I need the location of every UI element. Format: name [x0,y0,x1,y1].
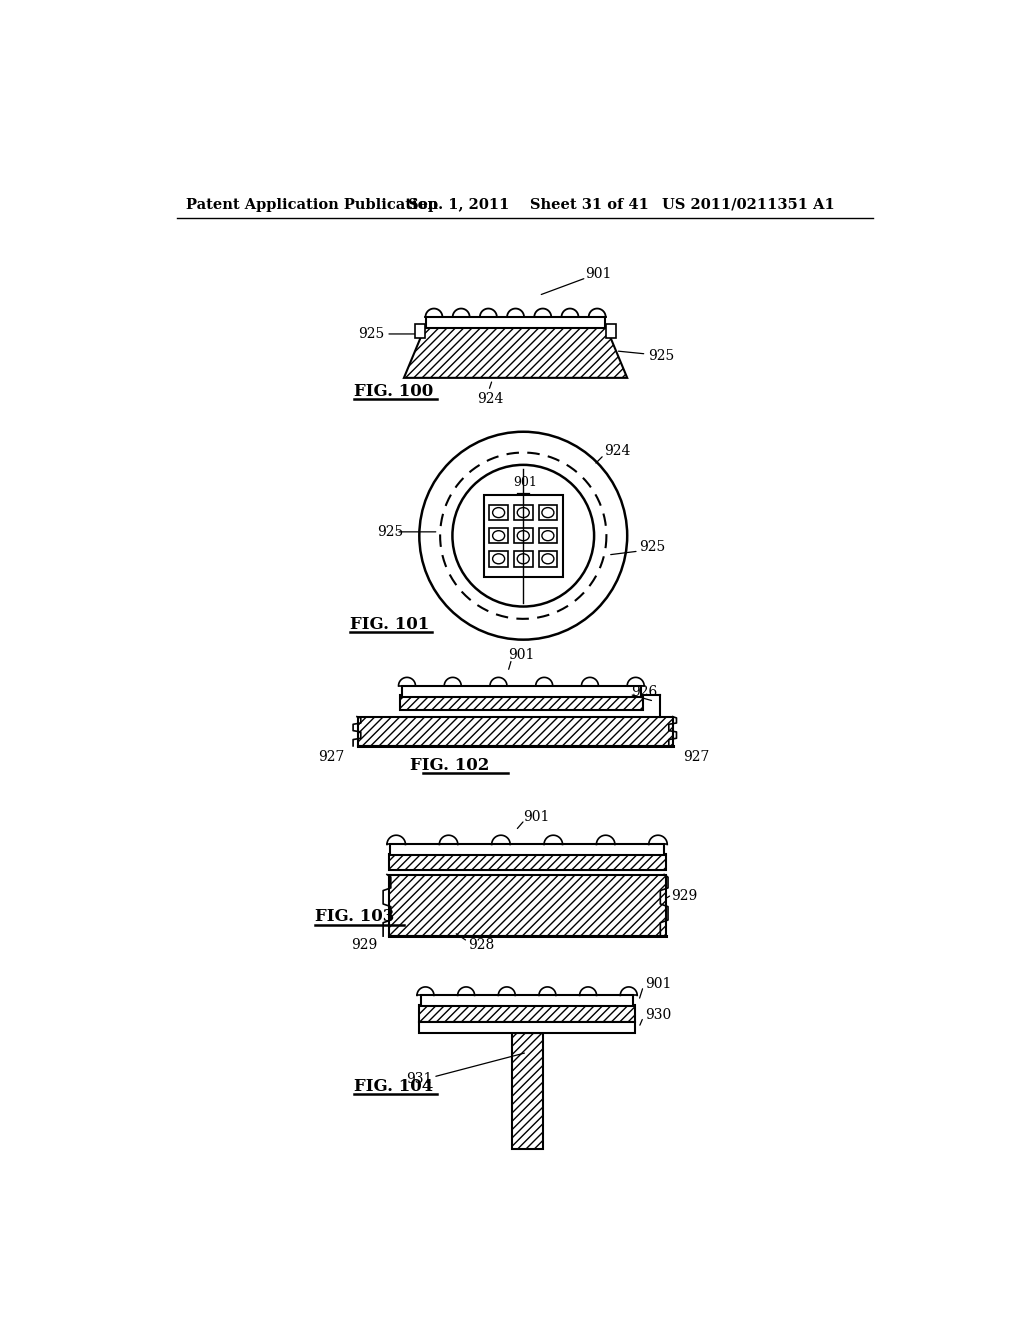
Text: FIG. 100: FIG. 100 [354,383,433,400]
Bar [419,1006,635,1022]
Bar [388,874,666,936]
Text: 930: 930 [645,1007,671,1022]
Bar [400,696,643,710]
Bar [514,552,532,566]
Bar [390,845,665,855]
Bar [514,528,532,544]
Bar [539,506,557,520]
Ellipse shape [542,554,554,564]
Text: 927: 927 [683,751,710,764]
Text: 931: 931 [407,1072,432,1085]
Text: 901: 901 [645,977,672,991]
Bar [539,528,557,544]
Circle shape [419,432,628,640]
Ellipse shape [542,531,554,541]
Ellipse shape [517,554,529,564]
Bar [421,995,634,1006]
Bar [489,528,508,544]
Circle shape [453,465,594,607]
Bar [357,717,674,746]
Bar [489,552,508,566]
Text: 901: 901 [513,475,537,488]
Ellipse shape [493,531,505,541]
Bar [514,506,532,520]
Bar [606,323,615,338]
Text: 925: 925 [377,525,403,539]
Text: FIG. 102: FIG. 102 [411,756,489,774]
Text: 929: 929 [350,939,377,952]
Text: 928: 928 [468,939,494,952]
Text: 924: 924 [477,392,504,405]
Bar [489,506,508,520]
Bar [401,686,641,697]
Text: 925: 925 [648,348,674,363]
Text: 925: 925 [639,540,665,554]
Bar [416,323,425,338]
Text: 925: 925 [358,327,385,341]
Text: FIG. 101: FIG. 101 [350,615,429,632]
Ellipse shape [493,554,505,564]
Text: 926: 926 [631,685,657,700]
Polygon shape [403,327,628,378]
Bar [388,854,666,870]
Text: FIG. 103: FIG. 103 [315,908,394,925]
Ellipse shape [493,508,505,517]
Text: 924: 924 [604,444,631,458]
Text: Sep. 1, 2011    Sheet 31 of 41: Sep. 1, 2011 Sheet 31 of 41 [408,198,648,211]
Text: Patent Application Publication: Patent Application Publication [186,198,438,211]
Text: 901: 901 [523,809,550,824]
Ellipse shape [542,508,554,517]
Ellipse shape [517,531,529,541]
Text: 929: 929 [671,890,697,903]
Text: 901: 901 [508,648,535,663]
Bar [539,552,557,566]
Bar [512,1034,543,1148]
Bar [419,1022,635,1034]
Ellipse shape [517,508,529,517]
Bar [484,495,562,577]
Bar [426,317,605,327]
Text: US 2011/0211351 A1: US 2011/0211351 A1 [662,198,835,211]
Text: FIG. 104: FIG. 104 [354,1077,433,1094]
Text: 901: 901 [585,267,611,281]
Text: 927: 927 [318,751,345,764]
